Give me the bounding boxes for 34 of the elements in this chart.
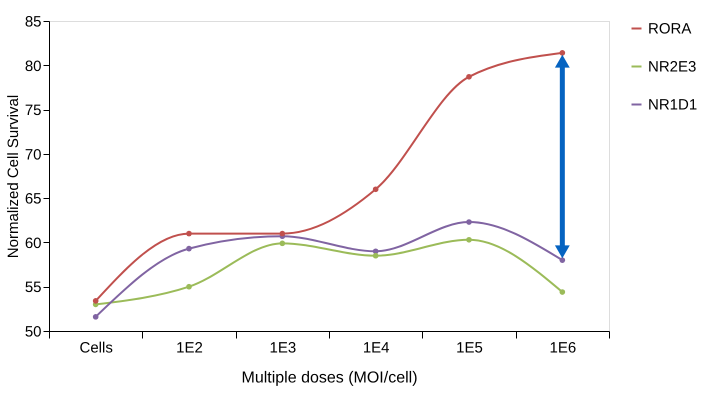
legend-label: RORA: [648, 20, 692, 38]
y-tick-label: 75: [24, 102, 42, 120]
point: [560, 50, 566, 56]
x-tick-label: 1E4: [362, 340, 390, 356]
y-axis-title: Normalized Cell Survival: [4, 94, 22, 258]
point: [466, 236, 472, 243]
y-tick-label: 70: [24, 146, 42, 164]
legend-label: NR1D1: [648, 96, 698, 114]
point: [280, 240, 286, 246]
legend-label: NR2E3: [648, 58, 696, 76]
point: [92, 314, 98, 320]
y-tick-label: 60: [24, 234, 42, 252]
y-tick-label: 65: [24, 190, 42, 208]
point: [372, 186, 378, 192]
point: [280, 230, 286, 236]
point: [92, 298, 98, 304]
point: [372, 252, 378, 259]
x-axis-title: Multiple doses (MOI/cell): [241, 370, 418, 386]
y-tick-label: 50: [24, 324, 42, 340]
point: [560, 289, 566, 295]
y-tick-label: 55: [24, 279, 42, 296]
x-tick-label: 1E3: [269, 340, 296, 356]
x-tick-label: Cells: [79, 340, 113, 356]
point: [186, 284, 192, 290]
x-tick-label: 1E6: [549, 340, 576, 356]
point: [466, 74, 472, 80]
y-tick-label: 80: [24, 58, 42, 75]
y-tick-label: 85: [24, 14, 42, 30]
point: [466, 219, 472, 225]
x-tick-label: 1E2: [176, 340, 203, 356]
point: [186, 230, 192, 236]
point: [186, 246, 192, 252]
point: [560, 257, 566, 263]
x-tick-label: 1E5: [456, 340, 483, 356]
